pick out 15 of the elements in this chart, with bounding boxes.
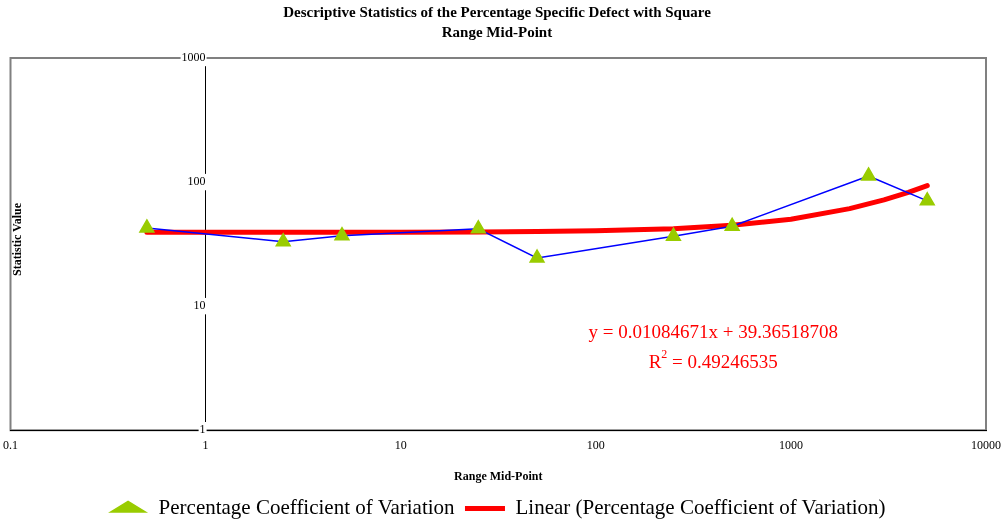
x-tick-label: 1000 [778, 437, 803, 452]
x-tick-label: 100 [586, 437, 605, 452]
legend-label: Percentage Coefficient of Variation [158, 495, 456, 520]
y-tick-label: 1000 [181, 50, 206, 65]
y-tick-label: 100 [187, 174, 206, 189]
annotation: y = 0.01084671x + 39.36518708 [588, 320, 838, 342]
x-tick-label: 10 [394, 437, 407, 452]
y-axis-title: Statistic Value [9, 202, 25, 278]
y-tick-label: 1 [199, 422, 206, 437]
x-tick-label: 10000 [971, 437, 1001, 452]
chart-title: Descriptive Statistics of the Percentage Specific Defect with Square Range Mid-Point [282, 3, 712, 42]
legend-label: Linear (Percentage Coefficient of Variation) [515, 495, 886, 520]
x-axis-title: Range Mid-Point [454, 468, 543, 483]
y-tick-label: 10 [193, 298, 206, 313]
x-tick-label: 0.1 [3, 437, 18, 452]
